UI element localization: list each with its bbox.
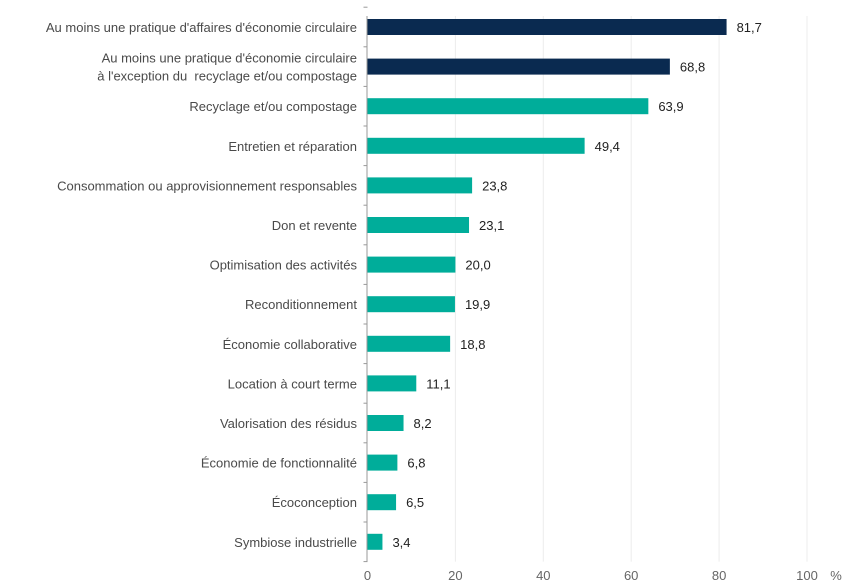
category-label-line: Au moins une pratique d'économie circula… — [102, 51, 357, 66]
bar — [367, 296, 455, 313]
category-label: Valorisation des résidus — [220, 416, 358, 431]
value-label: 6,5 — [406, 495, 424, 510]
bar — [367, 375, 417, 392]
category-label: Don et revente — [272, 218, 357, 233]
x-tick-label: 60 — [624, 568, 638, 583]
value-label: 3,4 — [392, 535, 410, 550]
category-label: Symbiose industrielle — [234, 535, 357, 550]
bar — [367, 19, 727, 35]
value-label: 19,9 — [465, 297, 490, 312]
value-label: 49,4 — [595, 139, 620, 154]
x-tick-label: 0 — [364, 568, 371, 583]
bar — [367, 217, 470, 233]
category-label: Écoconception — [272, 495, 357, 510]
bar — [367, 137, 585, 154]
category-label: Optimisation des activités — [210, 258, 358, 273]
category-label-line: à l'exception du recyclage et/ou compost… — [97, 69, 357, 84]
category-label-line: Symbiose industrielle — [234, 535, 357, 550]
x-tick-label: 20 — [448, 568, 462, 583]
category-label: Économie de fonctionnalité — [201, 456, 357, 471]
category-label: Entretien et réparation — [228, 139, 357, 154]
category-label-line: Optimisation des activités — [210, 258, 358, 273]
x-tick-label: 40 — [536, 568, 550, 583]
category-label-line: Valorisation des résidus — [220, 416, 358, 431]
category-label: Au moins une pratique d'économie circula… — [97, 51, 357, 84]
bar — [367, 98, 649, 115]
value-label: 18,8 — [460, 337, 485, 352]
category-label-line: Économie collaborative — [223, 337, 357, 352]
category-label-line: Au moins une pratique d'affaires d'écono… — [46, 20, 357, 35]
category-label-line: Consommation ou approvisionnement respon… — [57, 178, 357, 193]
value-label: 20,0 — [465, 258, 490, 273]
value-label: 63,9 — [658, 99, 683, 114]
x-unit-label: % — [830, 568, 842, 583]
bar — [367, 256, 456, 273]
category-label-line: Recyclage et/ou compostage — [189, 99, 357, 114]
value-label: 68,8 — [680, 60, 705, 75]
category-label: Consommation ou approvisionnement respon… — [57, 178, 357, 193]
x-tick-label: 80 — [712, 568, 726, 583]
category-label: Reconditionnement — [245, 297, 357, 312]
category-label-line: Économie de fonctionnalité — [201, 456, 357, 471]
category-label-line: Écoconception — [272, 495, 357, 510]
category-label: Location à court terme — [228, 376, 357, 391]
bar — [367, 58, 670, 75]
value-label: 23,8 — [482, 178, 507, 193]
bar — [367, 533, 383, 550]
bar — [367, 454, 398, 471]
category-label-line: Location à court terme — [228, 376, 357, 391]
bar — [367, 494, 397, 511]
category-label: Au moins une pratique d'affaires d'écono… — [46, 20, 357, 35]
value-label: 6,8 — [407, 456, 425, 471]
bar — [367, 177, 473, 194]
category-label-line: Don et revente — [272, 218, 357, 233]
value-label: 23,1 — [479, 218, 504, 233]
bar — [367, 335, 451, 352]
category-label-line: Entretien et réparation — [228, 139, 357, 154]
category-label: Recyclage et/ou compostage — [189, 99, 357, 114]
value-label: 11,1 — [426, 376, 450, 391]
bar — [367, 415, 404, 431]
value-label: 81,7 — [737, 20, 762, 35]
value-label: 8,2 — [414, 416, 432, 431]
category-label-line: Reconditionnement — [245, 297, 357, 312]
x-tick-label: 100 — [796, 568, 818, 583]
category-label: Économie collaborative — [223, 337, 357, 352]
